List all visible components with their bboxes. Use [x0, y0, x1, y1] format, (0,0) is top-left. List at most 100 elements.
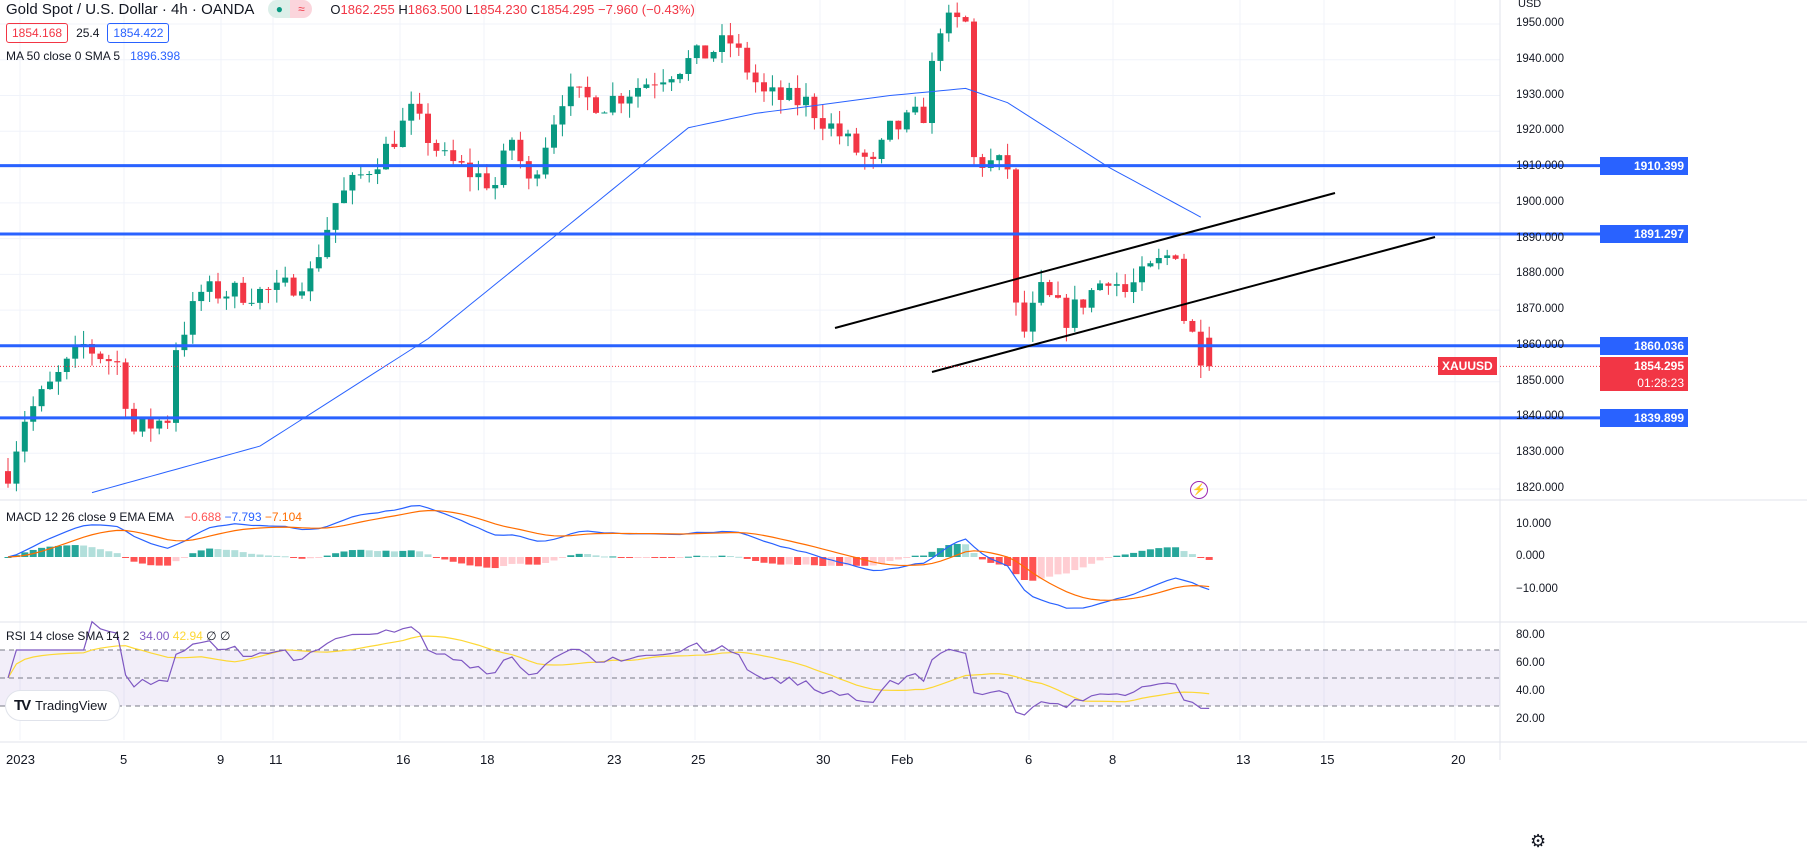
- macd-histogram-bar: [668, 557, 676, 558]
- level-price-badge[interactable]: 1910.399: [1600, 156, 1688, 175]
- candle-body: [357, 174, 364, 176]
- candle-body: [307, 268, 314, 292]
- candle-body: [1080, 299, 1087, 308]
- candle-body: [1139, 266, 1145, 283]
- buy-button[interactable]: 1854.422: [107, 23, 170, 43]
- currency-label[interactable]: USD: [1518, 0, 1542, 10]
- macd-histogram-bar: [962, 544, 970, 557]
- macd-histogram-bar: [214, 549, 222, 557]
- level-price-badge[interactable]: 1860.036: [1600, 336, 1688, 355]
- candle-body: [13, 451, 20, 484]
- level-price-badge[interactable]: 1891.297: [1600, 224, 1688, 243]
- macd-histogram-bar: [474, 557, 482, 567]
- candle-body: [878, 139, 885, 160]
- macd-histogram-bar: [122, 557, 130, 558]
- macd-histogram-bar: [810, 557, 818, 566]
- price-tick: 1930.000: [1516, 88, 1564, 101]
- candle-body: [47, 381, 53, 390]
- macd-histogram-bar: [348, 550, 356, 557]
- macd-histogram-bar: [1113, 555, 1121, 557]
- time-tick: 20: [1451, 752, 1466, 767]
- macd-histogram-bar: [819, 557, 827, 566]
- dot-icon: ●: [268, 0, 291, 18]
- candle-body: [1130, 282, 1137, 293]
- candle-body: [895, 120, 902, 130]
- sell-button[interactable]: 1854.168: [6, 23, 69, 43]
- macd-histogram-bar: [1062, 557, 1070, 574]
- macd-legend[interactable]: MACD 12 26 close 9 EMA EMA −0.688 −7.793…: [6, 510, 302, 524]
- candle-body: [1038, 282, 1045, 303]
- macd-histogram-bar: [54, 545, 62, 557]
- macd-histogram-bar: [995, 557, 1003, 565]
- candle-body: [937, 33, 944, 61]
- macd-histogram-bar: [298, 557, 306, 559]
- macd-histogram-bar: [46, 546, 54, 557]
- candle-body: [803, 96, 809, 106]
- candle-body: [147, 417, 154, 429]
- macd-histogram-bar: [290, 557, 298, 558]
- candle-body: [794, 87, 801, 106]
- signal-line: [7, 509, 1210, 601]
- candle-body: [1088, 290, 1095, 308]
- candle-body: [1063, 297, 1070, 328]
- candle-body: [626, 96, 633, 104]
- symbol-badge[interactable]: XAUUSD: [1438, 357, 1497, 376]
- ohlc-values: O1862.255 H1863.500 L1854.230 C1854.295 …: [330, 1, 695, 17]
- moving-average-line: [91, 87, 1202, 494]
- rsi-line: [7, 620, 1210, 716]
- macd-histogram-bar: [1004, 557, 1012, 566]
- candle-body: [887, 120, 893, 140]
- macd-histogram-bar: [878, 557, 886, 564]
- macd-histogram-bar: [659, 557, 667, 558]
- candle-body: [21, 421, 28, 452]
- symbol-title[interactable]: Gold Spot / U.S. Dollar · 4h · OANDA: [6, 0, 255, 18]
- candle-body: [845, 133, 851, 137]
- macd-histogram-bar: [138, 557, 146, 564]
- candle-body: [181, 334, 188, 351]
- price-tick: 1910.000: [1516, 160, 1564, 173]
- candle-body: [63, 358, 70, 372]
- last-price-badge[interactable]: 1854.295: [1600, 357, 1688, 376]
- rsi-legend[interactable]: RSI 14 close SMA 14 2 34.00 42.94 ∅ ∅: [6, 629, 231, 643]
- rsi-tick: 80.00: [1516, 629, 1545, 641]
- macd-histogram-bar: [113, 553, 121, 557]
- time-tick: 18: [480, 752, 495, 767]
- macd-histogram-bar: [760, 557, 768, 563]
- macd-histogram-bar: [273, 555, 281, 557]
- macd-histogram-bar: [365, 550, 373, 557]
- price-tick: 1940.000: [1516, 52, 1564, 65]
- macd-histogram-bar: [96, 549, 104, 557]
- tradingview-logo[interactable]: TV TradingView: [5, 690, 120, 721]
- candle-body: [677, 73, 683, 80]
- candle-body: [315, 257, 322, 269]
- macd-histogram-bar: [424, 554, 432, 557]
- macd-histogram-bar: [264, 555, 272, 557]
- candle-body: [525, 161, 532, 179]
- settings-gear-icon[interactable]: ⚙: [1530, 831, 1547, 851]
- level-price-badge[interactable]: 1839.899: [1600, 408, 1688, 427]
- macd-histogram-bar: [1130, 552, 1138, 557]
- spread: 25.4: [76, 26, 100, 40]
- candle-body: [383, 143, 389, 170]
- candle-body: [576, 86, 583, 88]
- macd-histogram-bar: [130, 557, 138, 562]
- macd-histogram-bar: [676, 557, 684, 558]
- price-tick: 1840.000: [1516, 410, 1564, 423]
- candle-body: [198, 291, 205, 302]
- candle-body: [593, 97, 599, 113]
- macd-histogram-bar: [609, 556, 617, 558]
- macd-histogram-bar: [626, 557, 634, 558]
- macd-histogram-bar: [1079, 557, 1087, 568]
- candle-body: [786, 87, 793, 100]
- macd-histogram-bar: [794, 557, 802, 565]
- candle-body: [1046, 282, 1053, 296]
- candle-body: [651, 84, 658, 86]
- macd-histogram-bar: [1104, 557, 1112, 558]
- macd-histogram-bar: [1188, 554, 1196, 557]
- ma-legend[interactable]: MA 50 close 0 SMA 5 1896.398: [6, 49, 181, 63]
- lightning-icon[interactable]: ⚡: [1190, 481, 1208, 499]
- status-pill[interactable]: ● ≈: [268, 0, 313, 18]
- candle-body: [971, 21, 977, 158]
- candle-body: [206, 281, 213, 292]
